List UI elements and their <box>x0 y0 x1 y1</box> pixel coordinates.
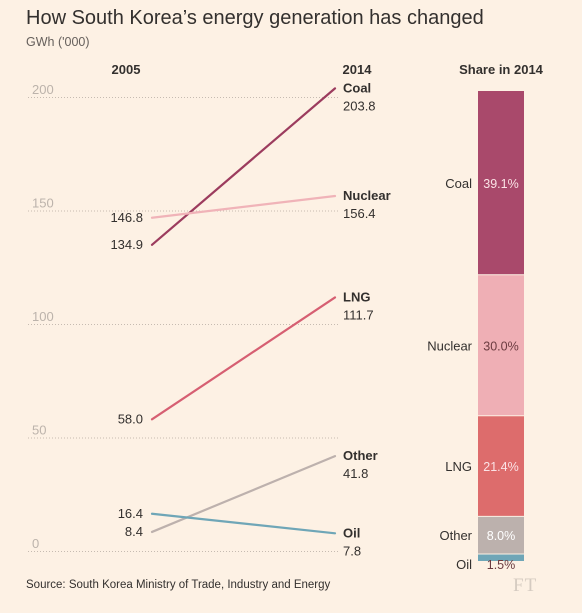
line-nuclear <box>150 194 337 219</box>
ft-logo: FT <box>513 575 538 596</box>
chart-title: How South Korea’s energy generation has … <box>26 7 484 29</box>
share-title: Share in 2014 <box>459 62 544 77</box>
end-value-other: 41.8 <box>343 466 368 481</box>
share-value-coal: 39.1% <box>483 177 518 191</box>
series-name-oil: Oil <box>343 525 360 540</box>
end-value-lng: 111.7 <box>343 307 374 322</box>
start-label-nuclear: 146.8 <box>110 210 143 225</box>
grid-lines <box>28 97 340 552</box>
share-value-other: 8.0% <box>487 529 516 543</box>
share-value-lng: 21.4% <box>483 460 518 474</box>
start-value-labels: 134.9 146.8 58.0 8.4 16.4 <box>110 210 143 539</box>
share-segment-oil <box>478 553 524 561</box>
share-category-oil: Oil <box>456 557 472 572</box>
share-segment-coal <box>478 91 524 275</box>
line-coal <box>150 87 337 246</box>
y-tick-0: 0 <box>32 536 39 551</box>
y-axis-tick-labels: 0 50 100 150 200 <box>32 82 54 551</box>
start-label-lng: 58.0 <box>118 411 143 426</box>
x-axis-labels: 2005 2014 <box>112 62 373 77</box>
end-value-oil: 7.8 <box>343 543 361 558</box>
source-note: Source: South Korea Ministry of Trade, I… <box>26 579 331 591</box>
series-name-coal: Coal <box>343 80 371 95</box>
share-segment-nuclear <box>478 274 524 416</box>
chart-subtitle: GWh ('000) <box>26 35 90 49</box>
share-segment-lng <box>478 415 524 517</box>
y-tick-150: 150 <box>32 196 54 211</box>
share-segment-other <box>478 516 524 554</box>
start-label-oil: 16.4 <box>118 506 143 521</box>
share-stacked-bar: Share in 2014 Coal 39.1% Nuclear 30.0% LNG 21.… <box>427 62 543 572</box>
y-tick-50: 50 <box>32 423 46 438</box>
start-label-other: 8.4 <box>125 524 143 539</box>
series-name-nuclear: Nuclear <box>343 188 391 203</box>
series-name-lng: LNG <box>343 289 370 304</box>
series-name-other: Other <box>343 448 378 463</box>
start-label-coal: 134.9 <box>110 237 143 252</box>
line-lng <box>150 296 337 421</box>
share-category-lng: LNG <box>445 459 472 474</box>
end-value-coal: 203.8 <box>343 98 376 113</box>
y-tick-200: 200 <box>32 82 54 97</box>
end-value-nuclear: 156.4 <box>343 206 376 221</box>
share-value-oil: 1.5% <box>487 558 516 572</box>
share-category-other: Other <box>439 528 472 543</box>
line-other <box>150 455 337 534</box>
share-category-coal: Coal <box>445 176 472 191</box>
y-tick-100: 100 <box>32 309 54 324</box>
x-label-2014: 2014 <box>343 62 373 77</box>
end-labels: Coal 203.8 Nuclear 156.4 LNG 111.7 Other 41.8 Oi… <box>343 80 391 558</box>
share-value-nuclear: 30.0% <box>483 339 518 353</box>
slope-lines <box>150 87 337 535</box>
share-category-nuclear: Nuclear <box>427 338 472 353</box>
line-oil <box>150 512 337 535</box>
x-label-2005: 2005 <box>112 62 141 77</box>
